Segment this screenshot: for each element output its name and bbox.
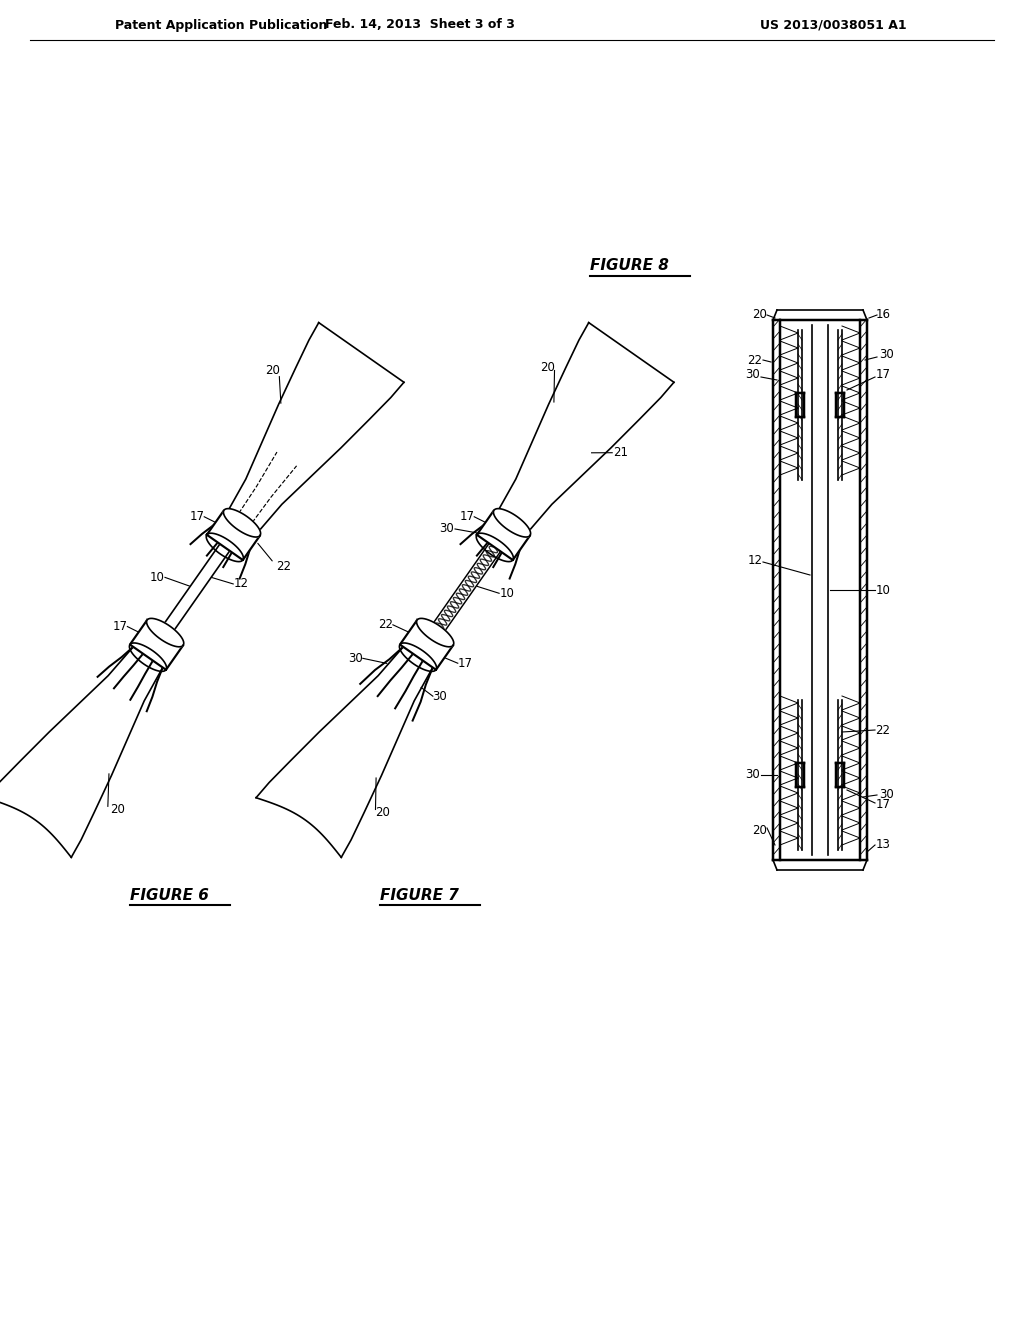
Text: 20: 20 <box>265 364 280 378</box>
Text: 13: 13 <box>876 838 891 851</box>
Text: 20: 20 <box>375 807 390 818</box>
Text: 30: 30 <box>745 768 761 781</box>
Text: 30: 30 <box>439 523 455 536</box>
Polygon shape <box>417 618 454 647</box>
Text: 20: 20 <box>540 360 555 374</box>
Text: 17: 17 <box>876 368 891 381</box>
Polygon shape <box>477 511 530 560</box>
Text: 20: 20 <box>753 824 767 837</box>
Text: 17: 17 <box>876 799 891 812</box>
Text: 21: 21 <box>612 446 628 459</box>
Text: 17: 17 <box>460 511 475 523</box>
Text: 30: 30 <box>745 368 761 381</box>
Text: 30: 30 <box>348 652 364 665</box>
Text: FIGURE 6: FIGURE 6 <box>130 888 209 903</box>
Text: 22: 22 <box>379 618 393 631</box>
Polygon shape <box>494 508 530 537</box>
Polygon shape <box>223 508 261 537</box>
Text: 30: 30 <box>432 689 447 702</box>
Text: 17: 17 <box>113 620 128 634</box>
Text: 22: 22 <box>276 560 292 573</box>
Text: 17: 17 <box>458 657 472 669</box>
Polygon shape <box>130 620 183 669</box>
Text: 12: 12 <box>748 553 763 566</box>
Polygon shape <box>207 511 260 560</box>
Text: Patent Application Publication: Patent Application Publication <box>115 18 328 32</box>
Text: FIGURE 7: FIGURE 7 <box>380 888 459 903</box>
Text: 10: 10 <box>500 587 514 599</box>
Text: US 2013/0038051 A1: US 2013/0038051 A1 <box>760 18 906 32</box>
Text: 20: 20 <box>111 803 125 816</box>
Text: 10: 10 <box>876 583 891 597</box>
Text: 30: 30 <box>880 348 894 362</box>
Polygon shape <box>400 620 454 669</box>
Text: 30: 30 <box>880 788 894 801</box>
Text: 17: 17 <box>189 511 205 523</box>
Text: FIGURE 8: FIGURE 8 <box>590 257 669 273</box>
Text: 12: 12 <box>233 577 249 590</box>
Text: 20: 20 <box>753 309 767 322</box>
Text: 22: 22 <box>748 354 763 367</box>
Text: 22: 22 <box>876 723 891 737</box>
Polygon shape <box>146 618 183 647</box>
Text: 16: 16 <box>876 309 891 322</box>
Text: Feb. 14, 2013  Sheet 3 of 3: Feb. 14, 2013 Sheet 3 of 3 <box>325 18 515 32</box>
Text: 10: 10 <box>150 570 165 583</box>
